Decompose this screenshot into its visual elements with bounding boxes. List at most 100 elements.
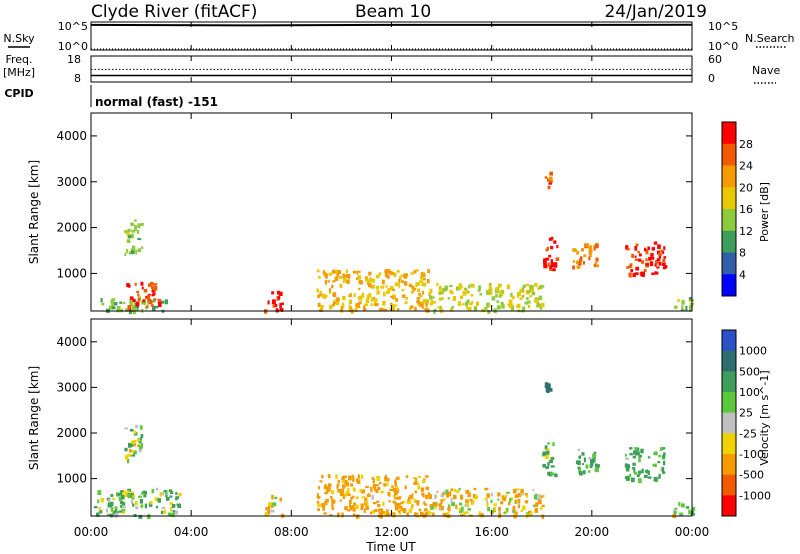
heatmap-cell: [100, 497, 104, 503]
heatmap-cell: [466, 305, 469, 310]
heatmap-cell: [437, 306, 441, 309]
heatmap-cell: [458, 487, 461, 491]
heatmap-cell: [323, 512, 327, 515]
heatmap-cell: [126, 248, 129, 254]
heatmap-cell: [117, 493, 121, 496]
heatmap-cell: [524, 301, 528, 305]
heatmap-cell: [548, 254, 552, 258]
heatmap-cell: [122, 490, 126, 493]
heatmap-cell: [657, 461, 661, 464]
heatmap-cell: [532, 488, 535, 491]
heatmap-cell: [547, 471, 551, 476]
heatmap-cell: [487, 494, 490, 498]
heatmap-cell: [391, 304, 394, 308]
heatmap-cell: [349, 299, 353, 305]
heatmap-cell: [151, 305, 156, 311]
heatmap-cell: [491, 296, 496, 301]
heatmap-cell: [425, 497, 429, 500]
heatmap-cell: [460, 494, 464, 500]
heatmap-cell: [636, 451, 640, 456]
heatmap-cell: [465, 499, 469, 504]
heatmap-cell: [468, 306, 472, 311]
heatmap-cell: [410, 506, 414, 510]
heatmap-cell: [128, 251, 133, 255]
heatmap-cell: [633, 471, 638, 475]
heatmap-cell: [371, 297, 374, 302]
heatmap-cell: [674, 305, 678, 309]
heatmap-cell: [122, 510, 125, 514]
heatmap-cell: [398, 283, 401, 288]
heatmap-cell: [434, 506, 437, 509]
heatmap-cell: [395, 476, 400, 480]
heatmap-cell: [332, 280, 336, 283]
heatmap-cell: [545, 257, 550, 261]
heatmap-cell: [442, 289, 447, 292]
heatmap-cell: [538, 304, 543, 307]
heatmap-cell: [523, 505, 526, 509]
heatmap-cell: [548, 237, 553, 241]
heatmap-cell: [319, 480, 323, 483]
heatmap-cell: [662, 250, 665, 255]
heatmap-cell: [324, 491, 329, 495]
heatmap-cell: [630, 269, 634, 273]
heatmap-cell: [572, 248, 577, 252]
heatmap-region: [316, 474, 432, 519]
heatmap-cell: [175, 492, 178, 495]
heatmap-cell: [533, 504, 536, 508]
colorbar-swatch: [722, 454, 736, 476]
heatmap-cell: [169, 506, 172, 512]
heatmap-cell: [328, 290, 332, 294]
heatmap-cell: [438, 285, 442, 291]
heatmap-cell: [365, 485, 369, 489]
heatmap-cell: [653, 241, 658, 245]
heatmap-cell: [503, 496, 507, 502]
heatmap-cell: [150, 304, 154, 307]
heatmap-cell: [101, 302, 105, 306]
heatmap-cell: [139, 425, 143, 429]
heatmap-cell: [352, 270, 356, 274]
heatmap-cell: [681, 299, 685, 305]
heatmap-cell: [111, 302, 114, 308]
heatmap-cell: [373, 486, 376, 492]
heatmap-cell: [433, 309, 436, 315]
heatmap-cell: [534, 298, 537, 303]
heatmap-cell: [593, 451, 597, 454]
heatmap-cell: [355, 514, 360, 519]
colorbar-tick-label: -1000: [739, 489, 771, 502]
heatmap-region: [126, 281, 162, 311]
heatmap-cell: [128, 234, 132, 239]
heatmap-cell: [446, 512, 450, 517]
heatmap-cell: [503, 511, 506, 514]
heatmap-region: [543, 236, 560, 272]
heatmap-cell: [588, 245, 593, 249]
heatmap-cell: [474, 306, 478, 311]
heatmap-cell: [341, 512, 344, 518]
heatmap-cell: [126, 458, 130, 464]
heatmap-cell: [520, 488, 524, 494]
heatmap-cell: [549, 265, 552, 269]
heatmap-cell: [418, 475, 421, 478]
heatmap-cell: [121, 508, 126, 512]
heatmap-cell: [272, 304, 276, 308]
heatmap-cell: [322, 506, 326, 511]
heatmap-cell: [324, 501, 328, 506]
nave-label: Nave: [752, 64, 780, 77]
heatmap-cell: [169, 495, 173, 498]
heatmap-cell: [374, 298, 378, 303]
heatmap-cell: [160, 510, 164, 514]
heatmap-cell: [430, 504, 434, 510]
heatmap-cell: [517, 493, 522, 498]
heatmap-cell: [347, 274, 351, 279]
heatmap-cell: [662, 460, 666, 466]
heatmap-cell: [355, 478, 359, 483]
heatmap-cell: [400, 502, 404, 505]
colorbar-swatch: [722, 209, 736, 232]
heatmap-cell: [387, 269, 390, 274]
heatmap-cell: [419, 303, 423, 308]
heatmap-cell: [134, 219, 137, 222]
heatmap-cell: [594, 262, 597, 268]
heatmap-cell: [380, 490, 384, 494]
heatmap-cell: [553, 240, 557, 244]
heatmap-cell: [433, 504, 438, 508]
heatmap-cell: [337, 270, 342, 275]
